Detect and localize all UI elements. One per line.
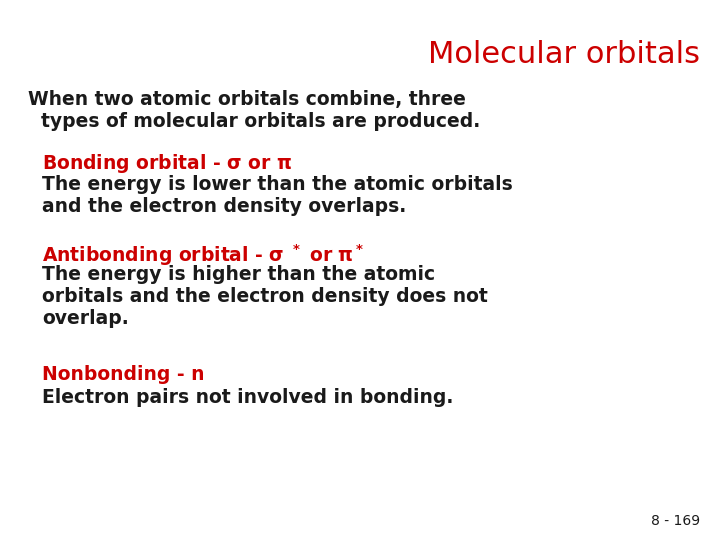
Text: Antibonding orbital - $\mathbf{\sigma}$ $\mathbf{^*}$ or $\mathbf{\pi^*}$: Antibonding orbital - $\mathbf{\sigma}$ … (42, 242, 364, 267)
Text: When two atomic orbitals combine, three
  types of molecular orbitals are produc: When two atomic orbitals combine, three … (28, 90, 480, 131)
Text: Molecular orbitals: Molecular orbitals (428, 40, 700, 69)
Text: Electron pairs not involved in bonding.: Electron pairs not involved in bonding. (42, 388, 454, 407)
Text: 8 - 169: 8 - 169 (651, 514, 700, 528)
Text: The energy is higher than the atomic
orbitals and the electron density does not
: The energy is higher than the atomic orb… (42, 265, 487, 328)
Text: Nonbonding - n: Nonbonding - n (42, 365, 204, 384)
Text: The energy is lower than the atomic orbitals
and the electron density overlaps.: The energy is lower than the atomic orbi… (42, 175, 513, 216)
Text: Bonding orbital - $\mathbf{\sigma}$ or $\mathbf{\pi}$: Bonding orbital - $\mathbf{\sigma}$ or $… (42, 152, 292, 175)
